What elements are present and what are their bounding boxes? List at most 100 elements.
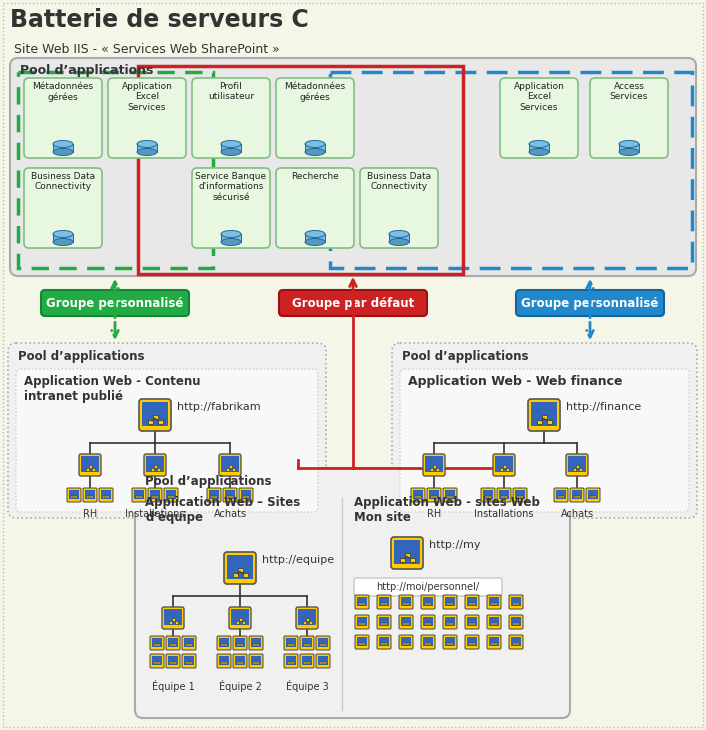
Bar [170,662,172,664]
Bar [229,496,231,498]
Bar [53,234,73,242]
Bar [489,597,499,606]
Bar [427,643,429,645]
Bar [417,496,419,498]
Bar [579,468,582,471]
Bar [148,420,153,424]
Bar [184,638,194,647]
Bar [556,490,566,499]
FancyBboxPatch shape [300,654,314,668]
Bar [467,597,477,606]
Bar [619,144,639,152]
Bar [227,496,229,498]
FancyBboxPatch shape [487,615,501,629]
Ellipse shape [53,239,73,245]
Text: Groupe personnalisé: Groupe personnalisé [47,296,184,310]
FancyBboxPatch shape [399,615,413,629]
Bar [495,603,497,605]
Bar [69,490,79,499]
Bar [357,637,367,646]
Text: http://fabrikam: http://fabrikam [177,402,261,412]
Text: Site Web IIS - « Services Web SharePoint »: Site Web IIS - « Services Web SharePoint… [14,43,280,56]
Bar [146,456,164,472]
Bar [233,573,238,577]
Bar [445,637,455,646]
Bar [503,465,506,468]
FancyBboxPatch shape [223,488,237,502]
Bar [305,234,325,242]
Bar [305,144,325,152]
FancyBboxPatch shape [300,636,314,650]
Bar [318,656,328,665]
Bar [433,465,436,468]
Bar [290,662,292,664]
FancyBboxPatch shape [427,488,441,502]
Text: Business Data
Connectivity: Business Data Connectivity [31,172,95,191]
Text: Équipe 1: Équipe 1 [152,680,194,692]
Bar [517,496,519,498]
FancyBboxPatch shape [566,454,588,476]
Bar [242,621,245,624]
Bar [308,644,310,646]
Bar [324,644,326,646]
Bar [292,644,294,646]
Text: Application
Excel
Services: Application Excel Services [513,82,564,112]
Text: Pool d’applications: Pool d’applications [402,350,529,363]
Bar [231,496,233,498]
Bar [403,643,405,645]
Bar [410,558,415,562]
FancyBboxPatch shape [316,636,330,650]
Bar [292,662,294,664]
Bar [156,644,158,646]
FancyBboxPatch shape [377,595,391,609]
Text: Profil
utilisateur: Profil utilisateur [208,82,254,101]
Bar [89,465,92,468]
Text: Installations: Installations [125,509,185,519]
FancyBboxPatch shape [509,635,523,649]
FancyBboxPatch shape [150,636,164,650]
FancyBboxPatch shape [239,488,253,502]
Bar [154,644,156,646]
Bar [403,603,405,605]
FancyBboxPatch shape [493,454,515,476]
Bar [407,623,409,625]
Bar [18,72,213,268]
Bar [493,603,495,605]
Bar [253,662,255,664]
Bar [427,623,429,625]
Bar [257,644,259,646]
Bar [489,617,499,626]
Text: Application Web - Contenu
intranet publié: Application Web - Contenu intranet publi… [24,375,201,403]
FancyBboxPatch shape [8,343,326,518]
Bar [425,603,427,605]
Bar [85,490,95,499]
Bar [245,496,247,498]
Bar [142,402,168,426]
Bar [381,643,383,645]
FancyBboxPatch shape [500,78,578,158]
FancyBboxPatch shape [229,607,251,629]
Bar [81,456,99,472]
Bar [363,623,365,625]
Bar [101,490,111,499]
Bar [405,553,410,557]
FancyBboxPatch shape [513,488,527,502]
FancyBboxPatch shape [217,654,231,668]
Bar [471,623,473,625]
Bar [225,662,227,664]
Text: Batterie de serveurs C: Batterie de serveurs C [10,8,309,32]
Bar [430,468,433,471]
FancyBboxPatch shape [316,654,330,668]
FancyBboxPatch shape [79,454,101,476]
Bar [158,420,163,424]
Bar [493,623,495,625]
Bar [451,643,453,645]
Bar [423,617,433,626]
Bar [320,644,322,646]
Bar [542,415,547,419]
Text: Groupe par défaut: Groupe par défaut [292,296,414,310]
Text: http://moi/personnel/: http://moi/personnel/ [376,582,479,592]
Bar [251,656,261,665]
Bar [237,662,239,664]
Bar [221,144,241,152]
